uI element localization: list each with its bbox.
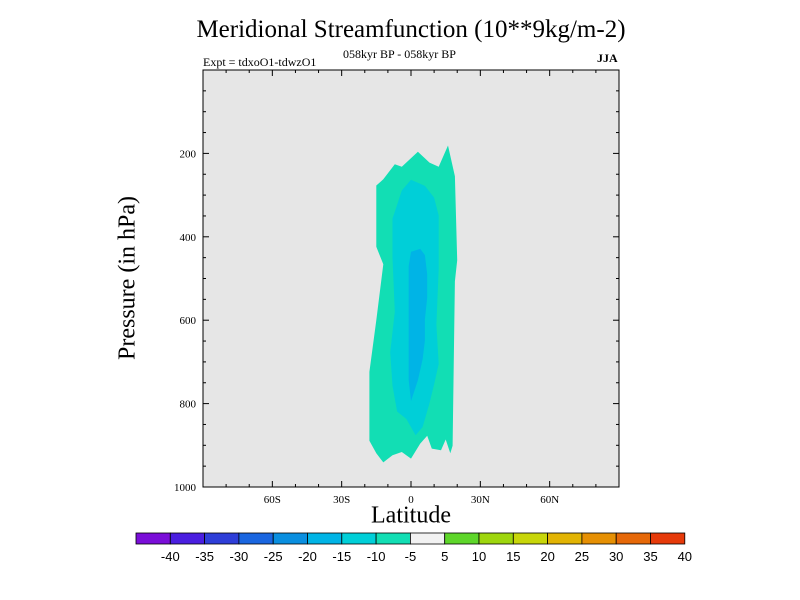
y-tick-label-400: 400 [180,232,197,244]
period-label: 058kyr BP - 058kyr BP [343,47,456,61]
colorbar-label-10: 10 [472,549,486,564]
colorbar-swatch-11 [512,532,548,545]
colorbar-label--20: -20 [298,549,317,564]
x-tick-label-60N: 60N [540,494,559,506]
colorbar-label--5: -5 [405,549,417,564]
colorbar-label-35: 35 [643,549,657,564]
chart-title: Meridional Streamfunction (10**9kg/m-2) [196,16,626,43]
x-tick-label-60S: 60S [264,494,281,506]
colorbar-label-40: 40 [678,549,692,564]
colorbar-swatch-4 [272,532,308,545]
colorbar-label-30: 30 [609,549,623,564]
colorbar-swatch-10 [478,532,514,545]
colorbar-label--40: -40 [161,549,180,564]
colorbar-swatch-14 [615,532,651,545]
season-label: JJA [597,51,618,65]
y-tick-label-800: 800 [180,399,197,411]
colorbar-label--15: -15 [332,549,351,564]
colorbar-swatch-1 [169,532,206,545]
colorbar-label--25: -25 [264,549,283,564]
colorbar-swatch-13 [581,532,617,545]
colorbar-label-25: 25 [575,549,589,564]
colorbar-swatch-8 [409,532,446,545]
y-tick-label-1000: 1000 [174,482,197,494]
colorbar-label-15: 15 [506,549,520,564]
colorbar-label-20: 20 [540,549,554,564]
y-tick-label-200: 200 [180,148,197,160]
colorbar-label--30: -30 [230,549,249,564]
colorbar-label--10: -10 [367,549,386,564]
x-tick-label-0: 0 [408,494,414,506]
colorbar-swatch-5 [307,532,343,545]
x-axis-label: Latitude [371,502,451,529]
colorbar-swatch-0 [135,532,171,545]
contour-region-2 [408,248,428,402]
y-tick-label-600: 600 [180,315,197,327]
colorbar-label--35: -35 [195,549,214,564]
experiment-label: Expt = tdxoO1-tdwzO1 [203,55,317,69]
colorbar-swatch-9 [444,532,480,545]
colorbar-swatch-2 [204,532,240,545]
colorbar-swatch-7 [375,532,411,545]
colorbar-label-5: 5 [441,549,448,564]
colorbar-swatch-15 [650,532,686,545]
x-tick-label-30N: 30N [471,494,490,506]
colorbar-swatch-12 [547,532,583,545]
x-tick-label-30S: 30S [333,494,350,506]
colorbar-swatch-3 [238,532,274,545]
colorbar-swatch-6 [341,532,377,545]
